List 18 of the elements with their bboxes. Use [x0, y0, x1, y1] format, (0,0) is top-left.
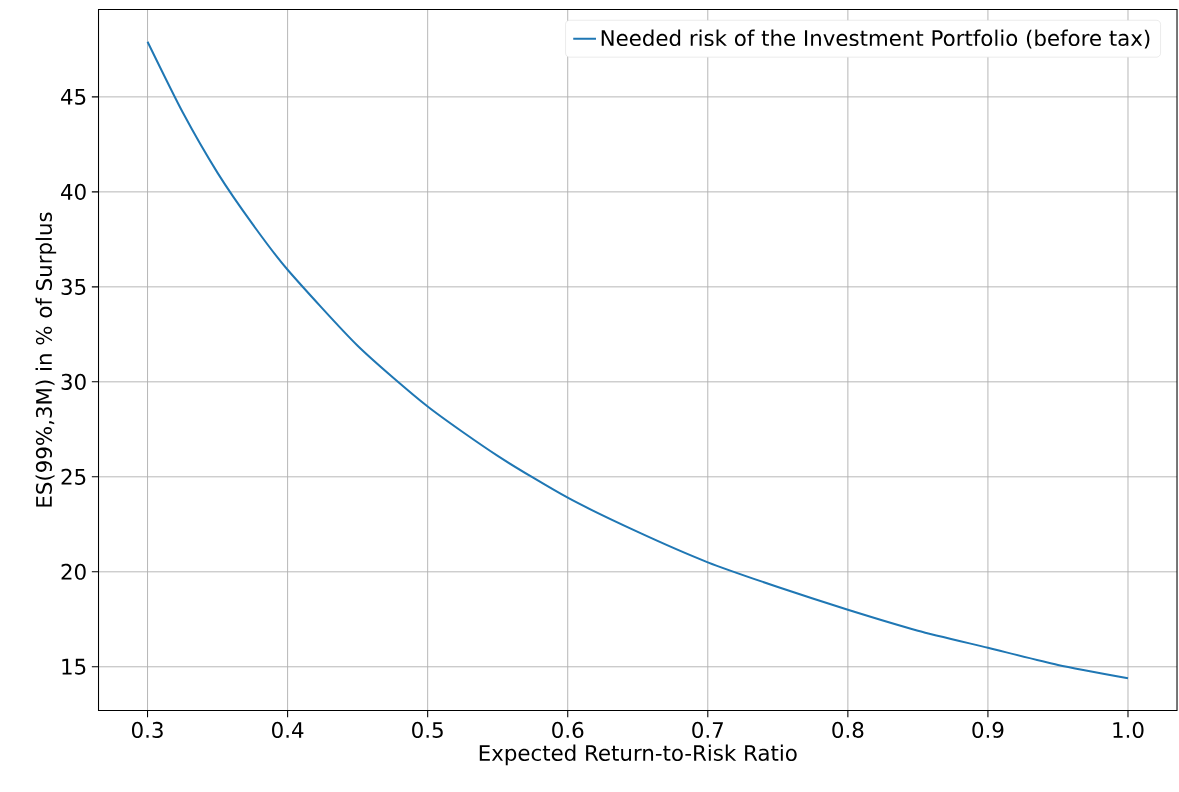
x-tick-label: 0.4	[272, 721, 304, 738]
x-tick-label: 0.3	[131, 721, 163, 738]
y-tick-label: 40	[61, 183, 86, 200]
x-tick-label: 0.7	[692, 721, 723, 738]
x-tick-label: 0.5	[412, 721, 443, 738]
x-tick-label: 0.9	[972, 721, 1004, 738]
x-tick-label: 0.8	[832, 721, 864, 738]
y-tick-label: 25	[61, 468, 86, 485]
y-tick-label: 35	[61, 278, 86, 295]
y-axis-title: ES(99%,3M) in % of Surplus	[35, 212, 57, 507]
y-tick-label: 45	[61, 88, 86, 105]
x-axis-title: Expected Return-to-Risk Ratio	[479, 744, 797, 766]
legend-label: Needed risk of the Investment Portfolio (before tax)	[601, 29, 1150, 49]
x-tick-label: 0.6	[552, 721, 584, 738]
y-tick-label: 20	[61, 563, 86, 580]
y-tick-label: 15	[62, 658, 86, 675]
x-tick-label: 1.0	[1113, 721, 1144, 738]
y-tick-label: 30	[61, 373, 86, 390]
